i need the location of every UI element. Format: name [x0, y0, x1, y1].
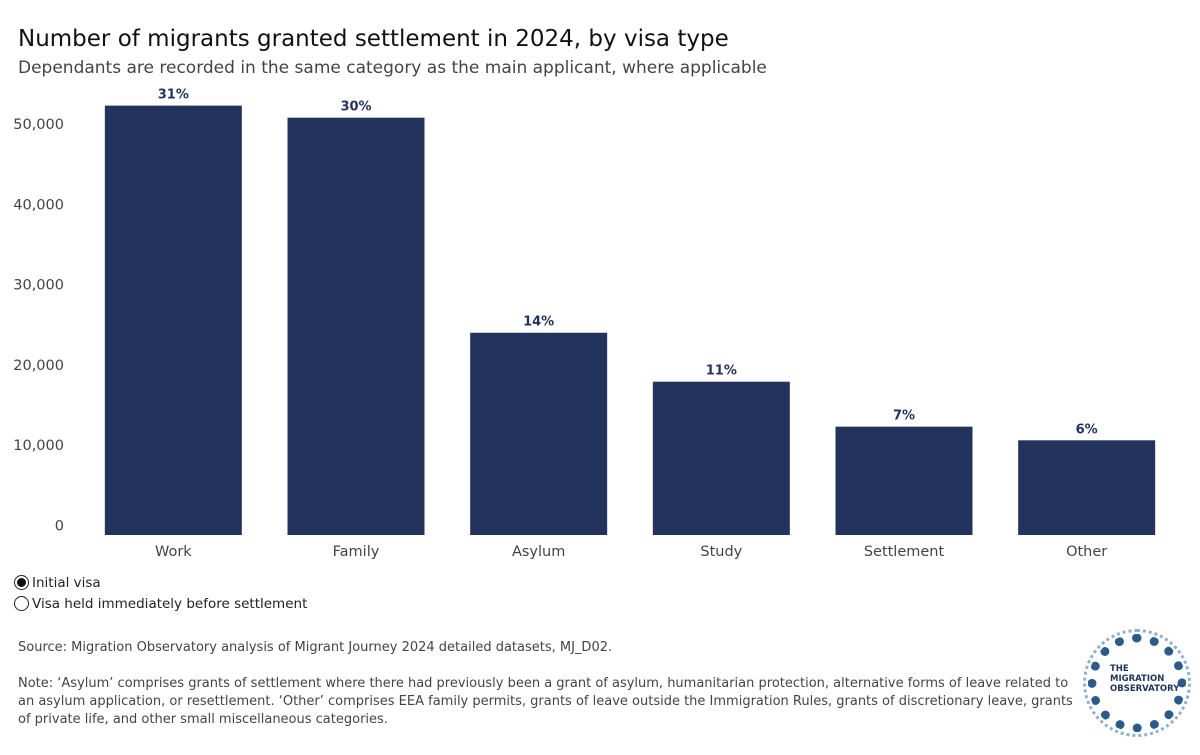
data-label: 7%: [893, 409, 915, 424]
y-tick-label: 0: [55, 518, 64, 534]
logo-text: THE MIGRATION OBSERVATORY: [1110, 664, 1180, 694]
x-tick-label: Asylum: [512, 544, 565, 560]
chart-title: Number of migrants granted settlement in…: [18, 26, 729, 52]
bar-settlement: [835, 426, 973, 535]
source-text: Source: Migration Observatory analysis o…: [18, 640, 613, 655]
bar-asylum: [470, 332, 608, 535]
data-label: 31%: [158, 88, 189, 103]
x-tick-label: Settlement: [864, 544, 945, 560]
data-label: 14%: [523, 315, 554, 330]
migration-observatory-logo-icon: THE MIGRATION OBSERVATORY: [1082, 628, 1192, 738]
y-tick-label: 20,000: [13, 358, 64, 374]
y-tick-label: 30,000: [13, 278, 64, 294]
note-text: Note: ‘Asylum’ comprises grants of settl…: [18, 676, 1073, 727]
bar-chart: 0 10,000 20,000 30,000 40,000 50,000 31% Work 30…: [13, 88, 1156, 560]
visa-type-selector: Initial visa Visa held immediately befor…: [14, 572, 307, 614]
data-label: 6%: [1076, 422, 1098, 437]
x-tick-label: Other: [1066, 544, 1107, 560]
radio-unselected-icon: [14, 596, 29, 611]
chart-subtitle: Dependants are recorded in the same cate…: [18, 58, 767, 78]
y-tick-label: 40,000: [13, 197, 64, 213]
bar-study: [652, 381, 790, 535]
x-tick-label: Work: [155, 544, 192, 560]
radio-label: Visa held immediately before settlement: [32, 595, 308, 612]
y-tick-label: 50,000: [13, 117, 64, 133]
x-tick-label: Family: [333, 544, 380, 560]
radio-visa-before-settlement[interactable]: Visa held immediately before settlement: [14, 593, 307, 614]
data-label: 11%: [706, 364, 737, 379]
bar-family: [287, 117, 425, 535]
radio-selected-icon: [14, 575, 29, 590]
radio-initial-visa[interactable]: Initial visa: [14, 572, 307, 593]
radio-label: Initial visa: [32, 574, 101, 591]
x-tick-label: Study: [700, 544, 742, 560]
bar-other: [1018, 440, 1156, 535]
data-label: 30%: [340, 100, 371, 115]
bar-work: [104, 105, 242, 536]
y-tick-label: 10,000: [13, 438, 64, 454]
